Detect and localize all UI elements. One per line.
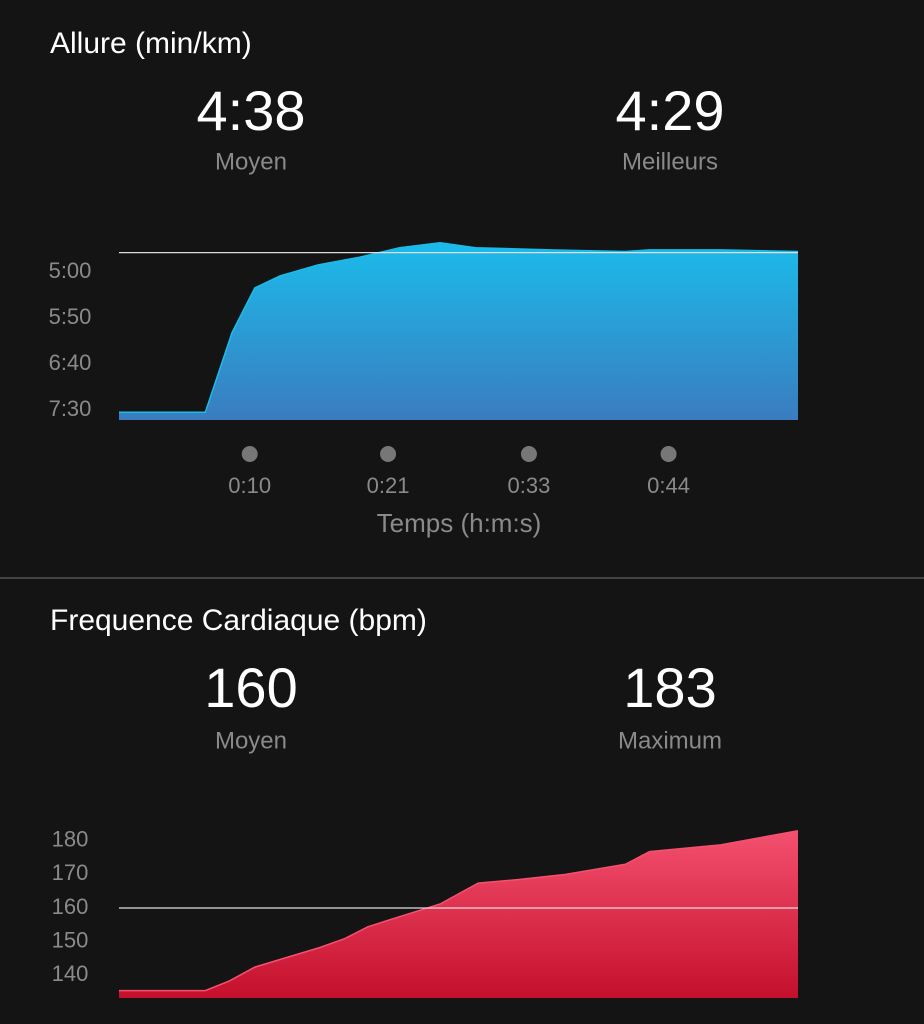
x-tick-dot (660, 446, 677, 462)
stat-label: Moyen (215, 727, 287, 754)
x-tick-dot (380, 446, 397, 462)
x-tick-label: 0:10 (228, 473, 271, 498)
y-tick-label: 160 (52, 894, 89, 919)
stat-value: 183 (623, 656, 716, 719)
x-tick-label: 0:44 (647, 473, 690, 498)
y-tick-label: 6:40 (49, 350, 92, 375)
y-tick-label: 7:30 (49, 396, 92, 421)
y-tick-label: 180 (52, 827, 89, 852)
area-fill (119, 242, 798, 420)
section-title: Frequence Cardiaque (bpm) (50, 604, 427, 637)
x-tick-label: 0:21 (367, 473, 410, 498)
x-tick-label: 0:33 (508, 473, 551, 498)
y-tick-label: 140 (52, 961, 89, 986)
y-tick-label: 5:50 (49, 304, 92, 329)
y-tick-label: 5:00 (49, 258, 92, 283)
y-tick-label: 150 (52, 927, 89, 952)
y-tick-label: 170 (52, 860, 89, 885)
stat-value: 4:29 (616, 79, 725, 142)
stat-label: Moyen (215, 148, 287, 175)
section-title: Allure (min/km) (50, 27, 252, 60)
stat-label: Meilleurs (622, 148, 718, 175)
stat-value: 4:38 (197, 79, 306, 142)
area-line (119, 829, 799, 992)
x-axis-label: Temps (h:m:s) (377, 508, 542, 538)
stat-label: Maximum (618, 727, 722, 754)
stat-value: 160 (204, 656, 297, 719)
x-tick-dot (241, 446, 258, 462)
area-line (119, 241, 799, 414)
area-fill (119, 830, 798, 998)
x-tick-dot (520, 446, 537, 462)
